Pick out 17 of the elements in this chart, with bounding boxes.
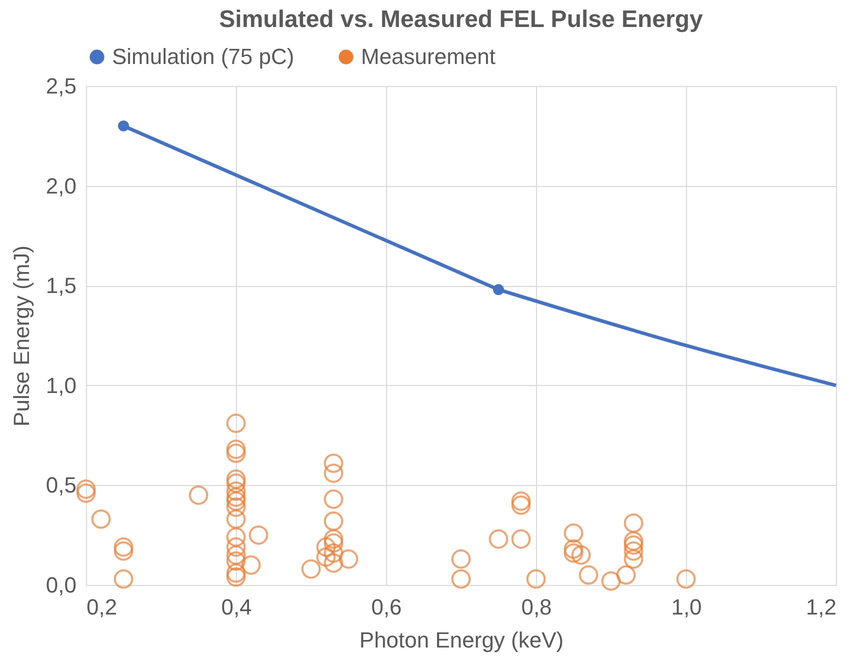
x-tick-label: 0,2 <box>86 594 118 620</box>
y-tick-label: 2,0 <box>46 173 76 198</box>
x-tick-label: 0,4 <box>221 594 252 620</box>
x-axis-title: Photon Energy (keV) <box>359 628 564 652</box>
x-tick-label: 0,8 <box>521 594 552 620</box>
x-tick-label: 1,2 <box>806 594 836 620</box>
y-tick-label: 0,0 <box>46 572 76 598</box>
chart-title: Simulated vs. Measured FEL Pulse Energy <box>219 6 704 33</box>
legend-label: Measurement <box>361 44 496 69</box>
y-tick-label: 1,0 <box>46 372 76 398</box>
y-axis-title: Pulse Energy (mJ) <box>8 246 34 426</box>
x-tick-label: 1,0 <box>671 594 702 620</box>
y-tick-label: 2,5 <box>46 74 76 98</box>
y-tick-label: 1,5 <box>46 273 76 298</box>
y-tick-label: 0,5 <box>46 472 76 498</box>
legend-label: Simulation (75 pC) <box>112 44 294 69</box>
x-tick-label: 0,6 <box>371 594 402 620</box>
